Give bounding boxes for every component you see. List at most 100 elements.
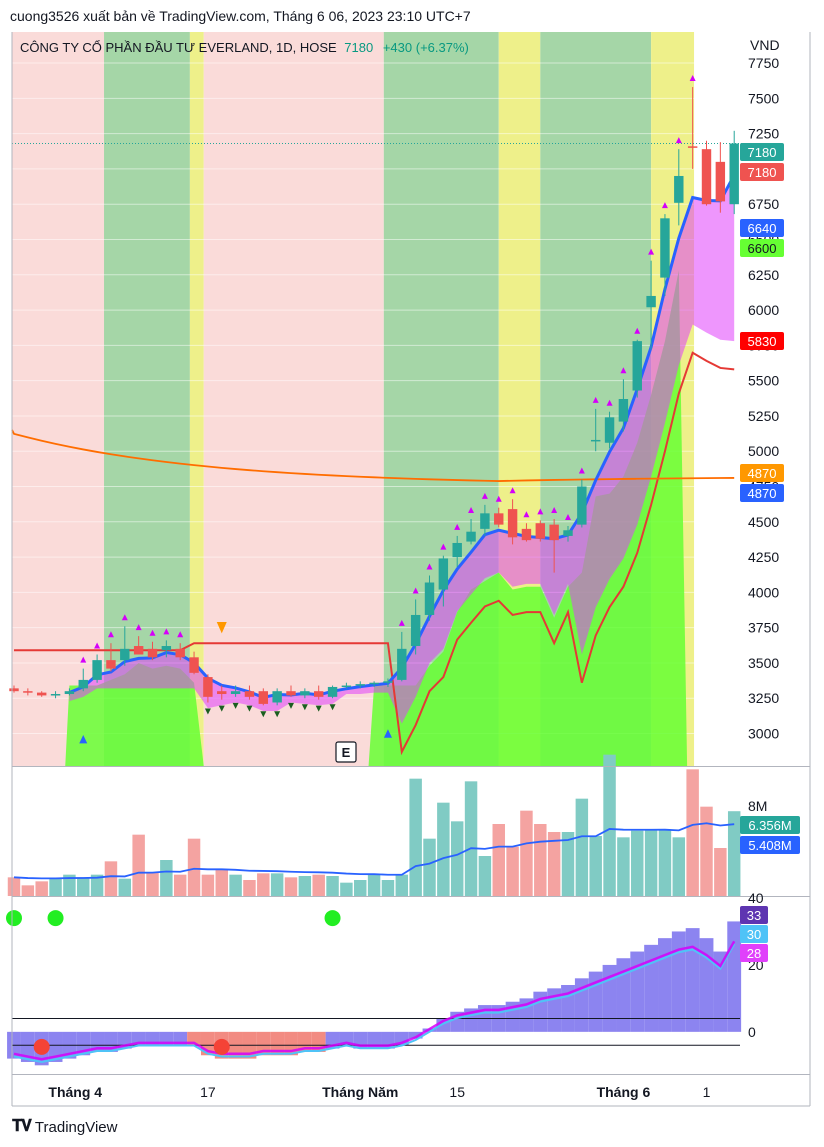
time-tick-label: 1 [703,1084,711,1100]
footer-brand[interactable]: 𝐓𝐕 TradingView [12,1118,117,1136]
price-tag [740,332,784,350]
green-cloud [65,662,204,766]
down-signal-marker [260,711,267,718]
up-signal-marker [468,506,475,513]
volume-bar [49,878,62,896]
time-tick-label: Tháng 4 [48,1084,102,1100]
volume-bar [727,811,741,896]
oscillator-pane [6,910,742,1066]
volume-bar [201,874,215,896]
up-signal-marker [648,248,655,255]
time-tick-label: Tháng Năm [322,1084,398,1100]
candle-body [36,692,47,696]
price-tag-label: 7180 [748,165,777,180]
volume-bar [561,832,575,896]
candle-body [424,582,435,615]
price-tick-label: 7250 [748,126,779,142]
volume-bar [395,874,409,896]
up-signal-marker [177,631,184,638]
up-signal-marker [454,523,461,530]
price-tag-label: 7180 [748,145,777,160]
candle-body [410,614,421,647]
volume-bar [464,781,478,896]
oscillator-tick-label: 0 [748,1024,756,1040]
oscillator-tag [740,925,768,943]
price-tick-label: 3500 [748,655,779,671]
candle-body [646,295,656,308]
volume-bar [326,876,339,896]
volume-bar [257,873,270,896]
oscillator-bar [408,1031,423,1039]
volume-bar [7,877,21,896]
oscillator-bar [270,1031,285,1056]
event-marker-box [335,741,357,763]
candle-body [604,417,615,443]
volume-tick-label: 8M [748,798,767,814]
candle-body [521,528,532,541]
candle-body [507,509,518,538]
regime-band [203,32,384,766]
volume-bar [450,821,464,896]
candle-body [452,542,462,558]
volume-bar [284,877,298,896]
warning-marker [216,622,227,634]
volume-bar [104,861,118,896]
candle-body [549,524,559,541]
oscillator-bar [90,1031,105,1052]
candle-body [535,523,546,539]
volume-bar [631,830,644,896]
volume-bar [381,880,395,896]
volume-bar [520,810,533,896]
oscillator-bar [658,938,672,1032]
volume-tag [740,836,800,854]
candle-body [147,648,158,658]
oscillator-tag-label: 33 [747,908,761,923]
volume-bar [298,876,312,896]
candle-body [23,691,33,693]
price-tick-label: 4000 [748,584,779,600]
price-tick-label: 6750 [748,196,779,212]
volume-pane [7,754,741,896]
up-signal-marker [121,614,128,621]
candle-body [161,646,172,651]
candle-body [494,513,504,525]
candle-body [327,686,338,697]
price-tag-label: 6600 [748,241,777,256]
oscillator-bar [339,1031,354,1046]
price-tick-label: 6250 [748,267,779,283]
cross-dot [33,1038,50,1055]
price-tick-label: 3000 [748,726,779,742]
volume-bar [160,860,173,896]
volume-bar [243,880,256,896]
symbol-legend[interactable]: CÔNG TY CỔ PHẦN ĐẦU TƯ EVERLAND, 1D, HOS… [20,40,469,55]
candle-body [480,513,490,529]
volume-bar [409,778,422,896]
volume-bar [603,754,616,896]
oscillator-bar [644,944,659,1032]
oscillator-bar [727,921,742,1032]
volume-bar [312,874,325,896]
cross-dot [324,910,341,927]
candle-body [244,691,255,697]
price-tag [740,239,784,257]
oscillator-tag [740,906,768,924]
volume-bar [437,802,450,896]
time-tick-label: 17 [200,1084,216,1100]
price-tick-label: 7500 [748,90,779,106]
candle-body [729,143,739,205]
up-signal-marker [661,202,668,209]
magenta-band [69,175,735,724]
candle-body [120,648,130,661]
volume-bar [132,834,145,896]
axes: VND3000325035003750400042504500475050005… [11,32,811,1107]
candle-body [687,146,698,148]
price-tick-label: 4500 [748,514,779,530]
volume-ma-line [13,822,735,880]
up-signal-marker [135,624,142,631]
down-signal-marker [274,711,281,718]
oscillator-bar [297,1031,312,1052]
candle-body [272,691,282,703]
candle-body [133,646,144,655]
oscillator-bar [616,958,631,1032]
